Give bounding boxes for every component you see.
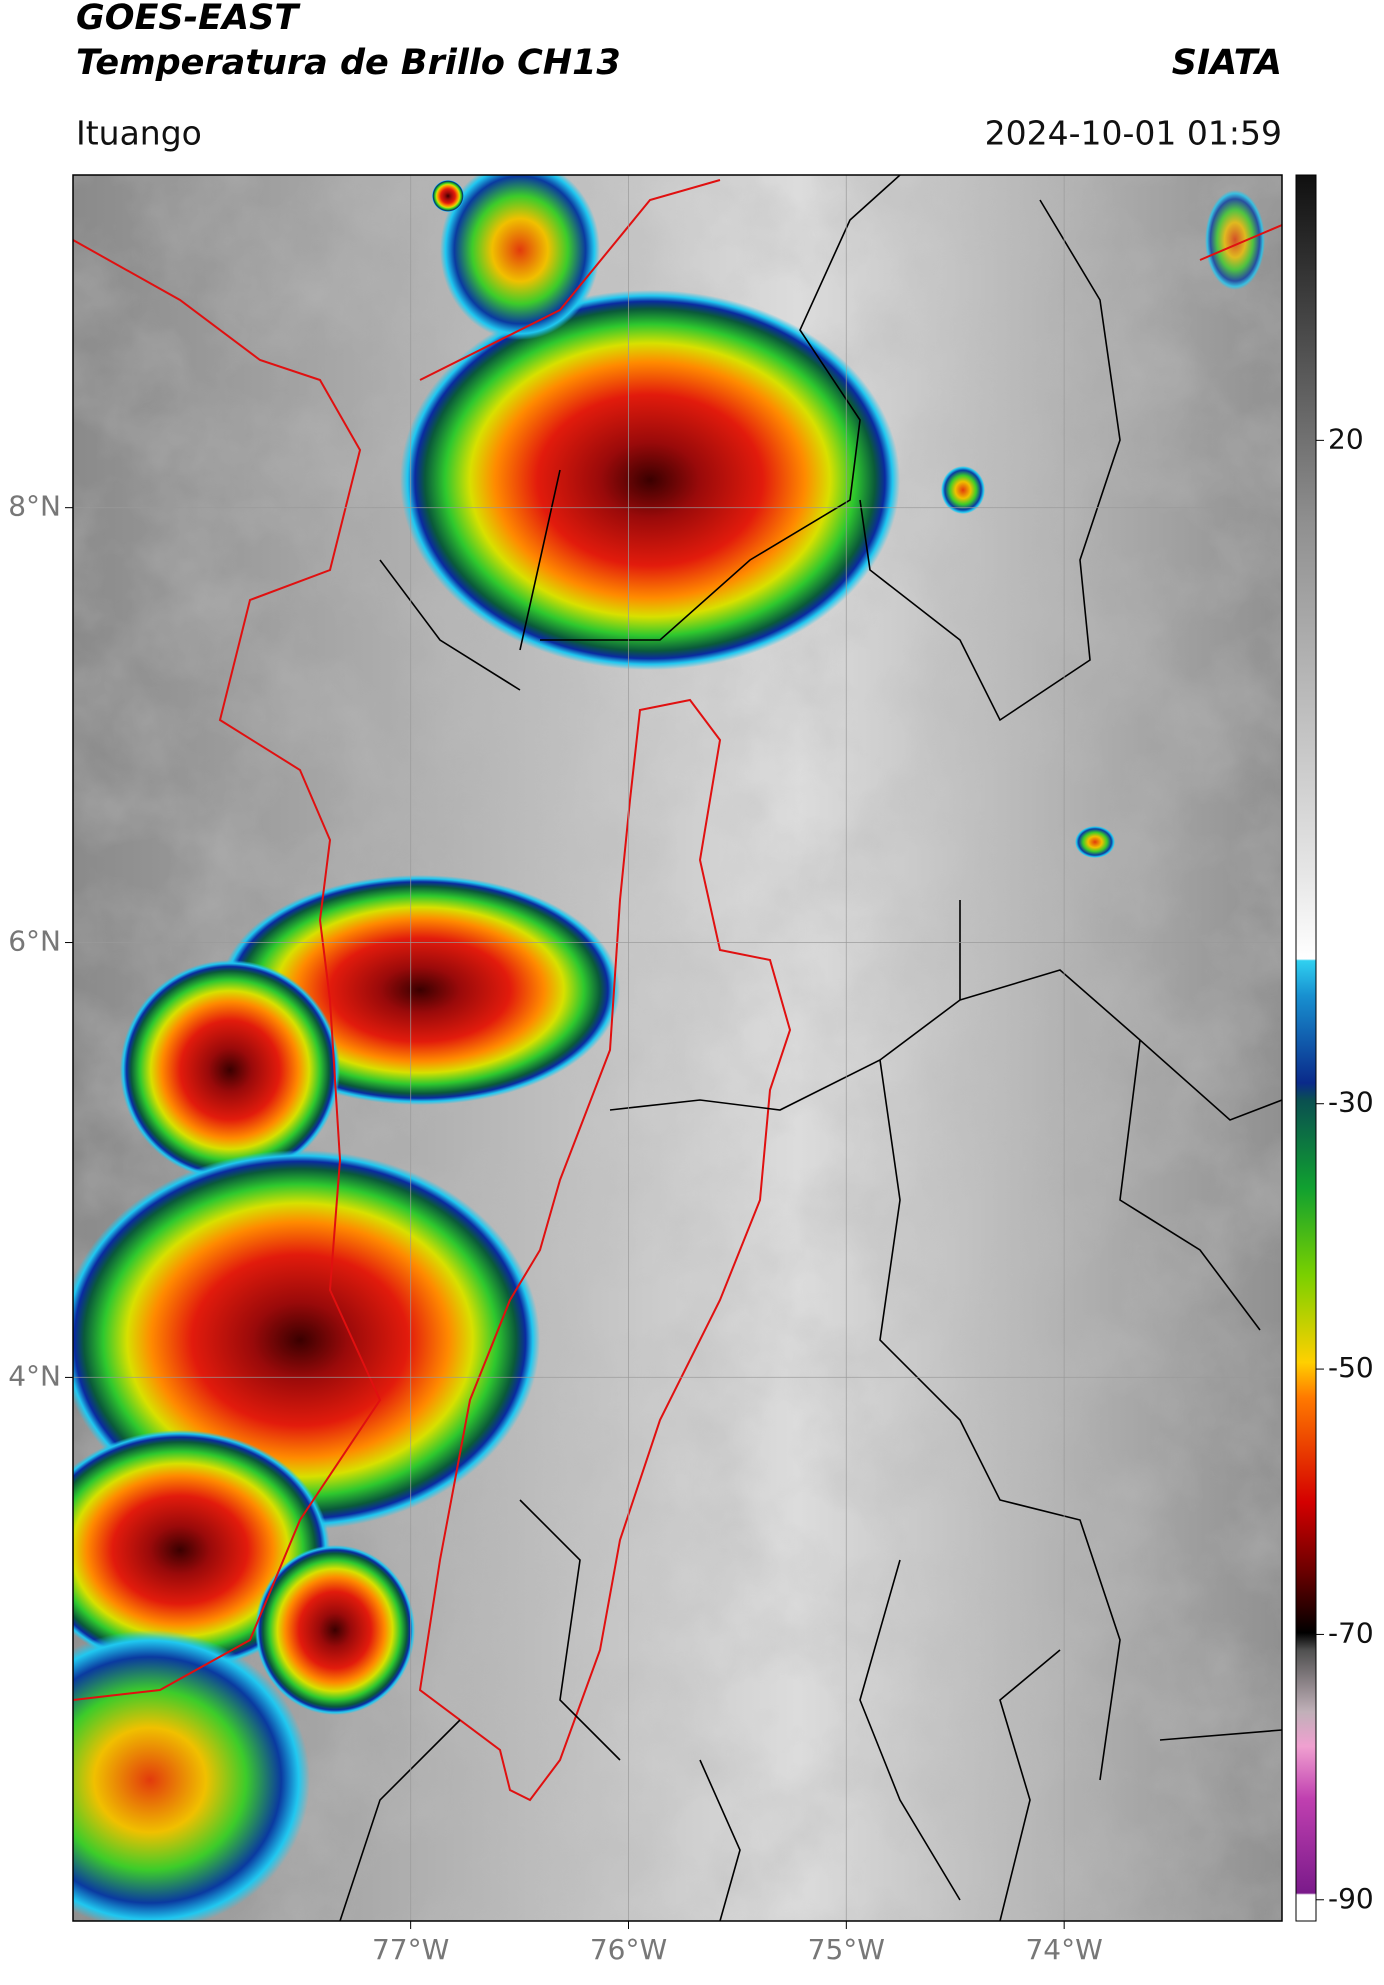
storm-cell (73, 1630, 310, 1921)
location: Ituango (76, 114, 202, 153)
lat-tick-label: 8°N (8, 490, 61, 523)
storm-cell (440, 175, 600, 340)
department-border (339, 175, 1282, 1921)
grid (73, 175, 1282, 1921)
map-image (73, 175, 1282, 1921)
map-frame (72, 174, 1283, 1922)
storm-cell (400, 290, 900, 670)
colorbar-tick-label: 20 (1328, 422, 1364, 455)
lat-tick-label: 6°N (8, 925, 61, 958)
storm-cell (255, 1545, 415, 1715)
colorbar-tick-label: -70 (1328, 1616, 1374, 1649)
colorbar-tick-label: -30 (1328, 1086, 1374, 1119)
lon-tick-label: 75°W (808, 1933, 885, 1966)
storm-cell (1075, 826, 1115, 858)
country-border (73, 179, 1282, 1701)
colorbar (1295, 174, 1317, 1922)
storm-cell (120, 960, 340, 1180)
title: GOES-EAST (76, 0, 301, 38)
subtitle: Temperatura de Brillo CH13 (76, 43, 621, 83)
lon-tick-label: 77°W (372, 1933, 449, 1966)
lon-tick-label: 74°W (1025, 1933, 1102, 1966)
lat-tick-label: 4°N (8, 1359, 61, 1392)
colorbar-tick-label: -50 (1328, 1351, 1374, 1384)
storm-cell (941, 466, 985, 514)
storm-cell (1205, 190, 1265, 290)
storm-cell (432, 180, 464, 212)
region-border (418, 698, 792, 1802)
datetime: 2024-10-01 01:59 (985, 114, 1282, 153)
source: SIATA (1172, 43, 1282, 83)
lon-tick-label: 76°W (590, 1933, 667, 1966)
colorbar-tick-label: -90 (1328, 1882, 1374, 1915)
